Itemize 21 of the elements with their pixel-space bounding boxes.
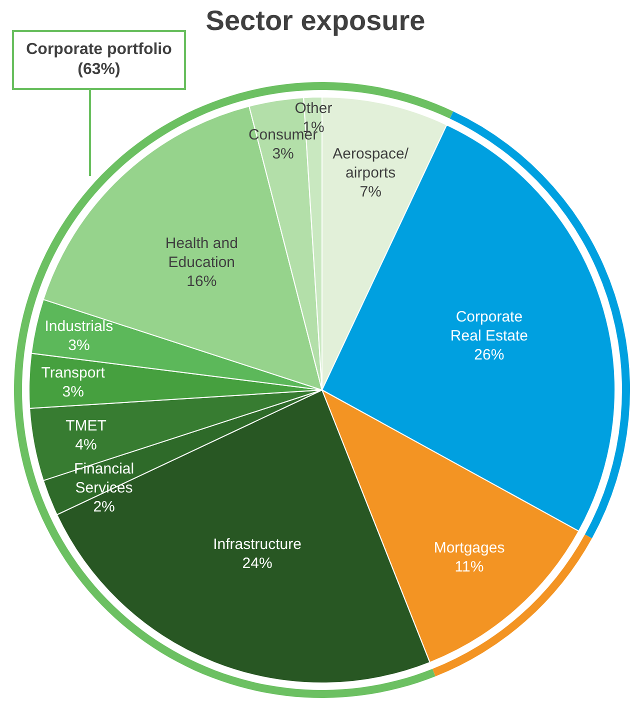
data-label: 26% bbox=[474, 346, 504, 364]
data-label: 11% bbox=[454, 558, 484, 576]
chart-title: Sector exposure bbox=[206, 5, 426, 36]
slice-label: TMET bbox=[66, 418, 106, 435]
data-label: 3% bbox=[272, 146, 294, 163]
data-label: 4% bbox=[75, 436, 97, 454]
slice-label: Industrials bbox=[44, 318, 114, 336]
slice-label: Other bbox=[294, 100, 332, 118]
slice-label: Mortgages bbox=[434, 540, 505, 557]
data-label: 16% bbox=[186, 272, 217, 290]
data-label: 24% bbox=[242, 554, 272, 572]
data-label: 2% bbox=[93, 498, 115, 516]
slice-label: Corporate portfolio (63%) bbox=[12, 30, 186, 90]
data-label: 3% bbox=[62, 384, 84, 401]
slice-label: Aerospace/airports bbox=[332, 146, 410, 182]
slice-label: Infrastructure bbox=[213, 536, 302, 553]
slice-label: Corporate Real Estate bbox=[450, 308, 528, 345]
data-label: 7% bbox=[360, 184, 382, 201]
slice-label: Health and Education bbox=[165, 234, 238, 271]
data-label: 3% bbox=[68, 337, 90, 354]
slice-label: Transport bbox=[41, 364, 106, 382]
